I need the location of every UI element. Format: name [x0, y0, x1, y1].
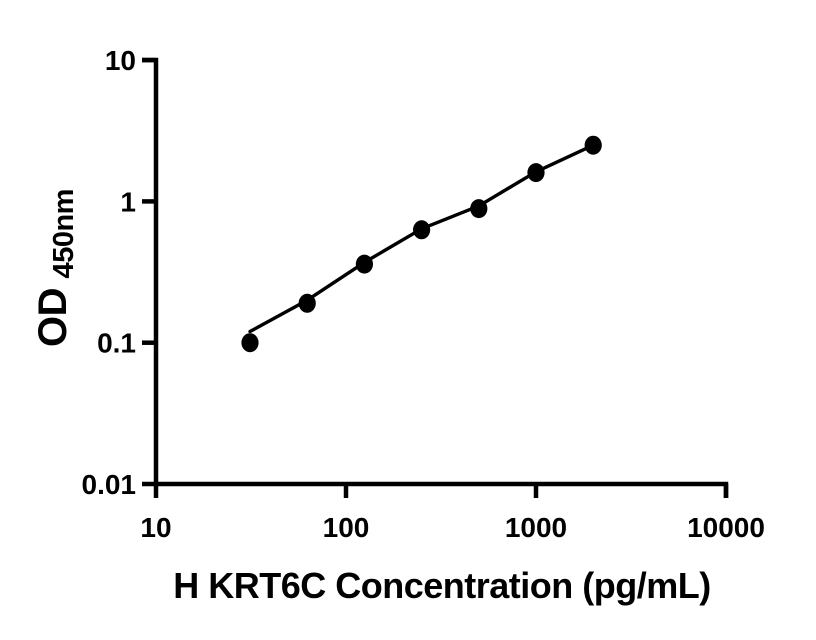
x-axis-ticks — [153, 484, 729, 498]
y-axis-title: OD 450nm — [31, 189, 80, 347]
y-axis-title-main: OD — [31, 288, 75, 347]
data-point — [413, 220, 431, 240]
data-point — [355, 254, 373, 274]
y-tick-label: 10 — [105, 45, 136, 76]
x-tick-label: 10000 — [687, 512, 765, 543]
data-point — [470, 199, 488, 219]
x-tick-label: 10 — [140, 512, 171, 543]
x-tick-label: 1000 — [505, 512, 567, 543]
data-point — [527, 163, 545, 183]
y-axis-tick-labels: 10 1 0.1 0.01 — [82, 45, 137, 500]
x-axis-tick-labels: 10 100 1000 10000 — [140, 512, 765, 543]
y-axis-ticks — [142, 57, 156, 487]
y-tick-label: 0.1 — [97, 328, 136, 359]
data-point — [241, 333, 259, 353]
data-point — [298, 293, 316, 313]
data-point — [584, 135, 602, 155]
y-tick-label: 0.01 — [82, 469, 137, 500]
y-axis-title-sub: 450nm — [48, 189, 80, 278]
data-points — [241, 135, 602, 353]
x-axis-title: H KRT6C Concentration (pg/mL) — [173, 565, 710, 606]
x-tick-label: 100 — [323, 512, 370, 543]
y-tick-label: 1 — [120, 186, 136, 217]
